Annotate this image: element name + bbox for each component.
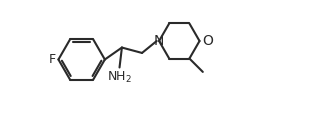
- Text: O: O: [203, 34, 213, 48]
- Text: NH$_2$: NH$_2$: [107, 70, 132, 85]
- Text: N: N: [154, 34, 164, 48]
- Text: F: F: [49, 53, 56, 66]
